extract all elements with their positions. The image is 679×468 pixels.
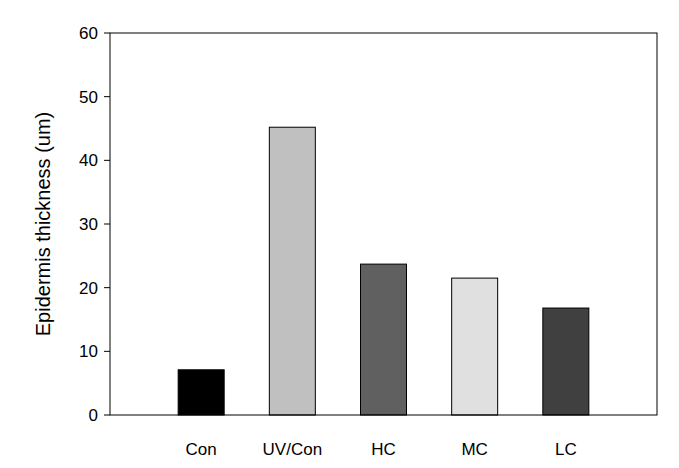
x-tick-label: LC: [555, 440, 577, 459]
y-tick: [104, 33, 110, 34]
y-tick-label: 60: [79, 24, 98, 43]
y-tick-label: 10: [79, 342, 98, 361]
bar: [269, 127, 315, 415]
x-tick-label: MC: [461, 440, 487, 459]
y-tick: [104, 415, 110, 416]
y-tick-label: 40: [79, 151, 98, 170]
x-tick-label: Con: [186, 440, 217, 459]
y-tick-label: 20: [79, 279, 98, 298]
plot-frame: [110, 33, 657, 415]
y-tick-label: 0: [89, 406, 98, 425]
bar: [178, 370, 224, 415]
chart: 0 10 20 30 40 50 60 Con UV/Con HC MC LC Epidermis th…: [0, 0, 679, 468]
y-tick-label: 50: [79, 88, 98, 107]
y-tick: [104, 160, 110, 161]
x-tick-label: UV/Con: [263, 440, 323, 459]
y-tick: [104, 224, 110, 225]
y-tick: [104, 96, 110, 97]
bar: [543, 308, 589, 415]
y-tick: [104, 351, 110, 352]
bar: [452, 278, 498, 415]
y-tick: [104, 287, 110, 288]
x-tick-label: HC: [371, 440, 396, 459]
y-axis-label: Epidermis thickness (um): [32, 112, 54, 337]
y-tick-label: 30: [79, 215, 98, 234]
bar: [361, 264, 407, 415]
